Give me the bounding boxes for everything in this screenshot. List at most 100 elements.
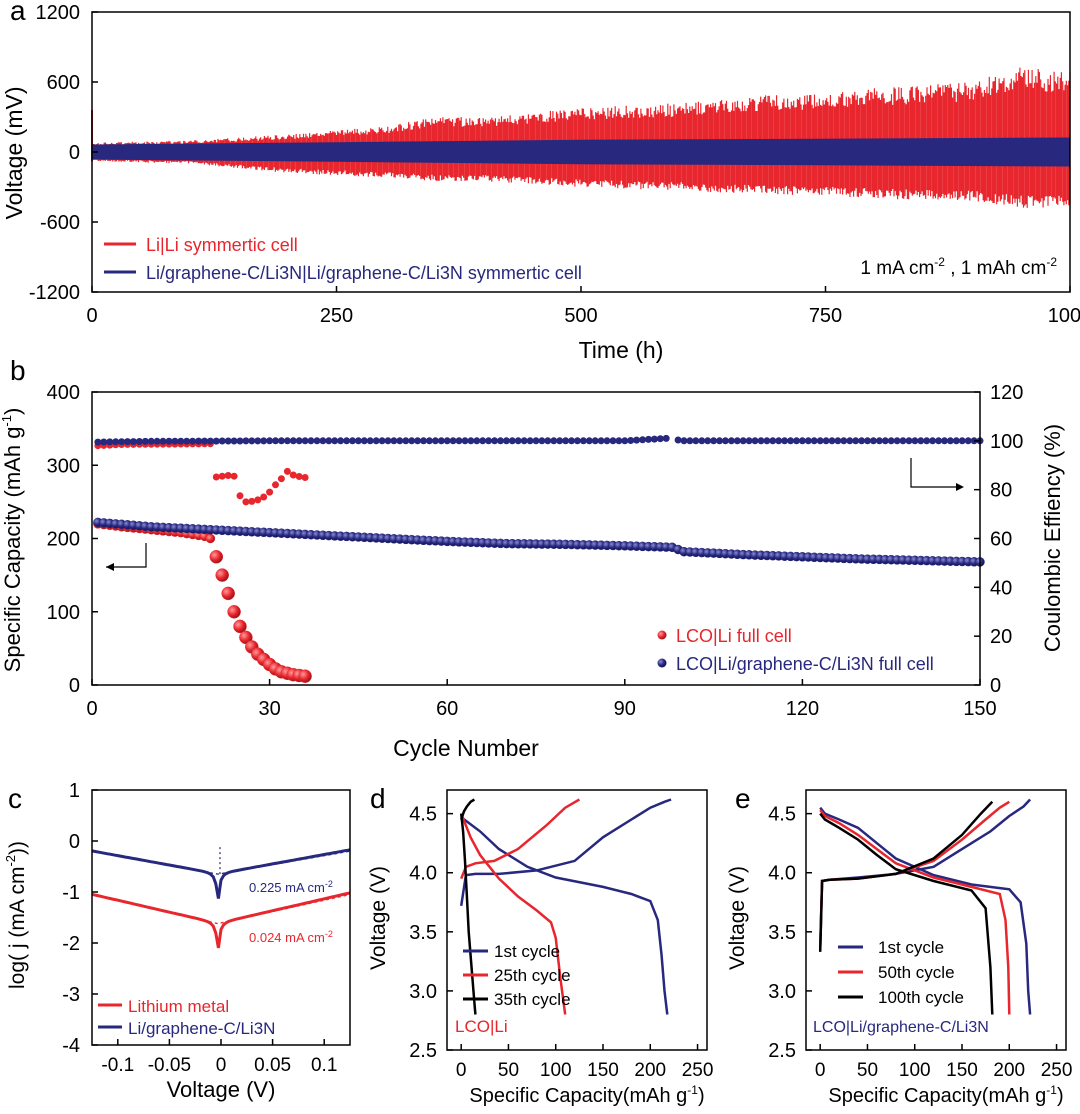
point-ce-lco-graphene [277, 437, 285, 445]
panel-a-condition-annotation: 1 mA cm-2 , 1 mAh cm-2 [860, 255, 1057, 279]
panel-c-letter: c [8, 783, 22, 814]
point-ce-lco-graphene [698, 437, 706, 445]
panel-e-xlabel-end: ) [1057, 1085, 1064, 1107]
point-ce-lco-graphene [94, 438, 102, 446]
panel-d-xtick-label: 0 [456, 1060, 467, 1081]
panel-b-y2label: Coulombic Effiency (%) [1040, 424, 1065, 652]
point-ce-lco-graphene [573, 437, 581, 445]
point-ce-lco-graphene [645, 435, 652, 443]
point-ce-lco-graphene [550, 437, 558, 445]
panel-a-xtick-label: 500 [564, 305, 597, 327]
panel-d-xlabel-sup: -1 [687, 1083, 698, 1097]
point-ce-lco-graphene [431, 437, 439, 445]
point-ce-lco-graphene [875, 437, 883, 445]
tafel-fit-lithium-metal [91, 893, 351, 925]
panel-b-ylabel: Specific Capacity (mAh g-1) [0, 408, 25, 673]
point-ce-lco-graphene [964, 437, 972, 445]
point-ce-lco-li [295, 473, 303, 480]
exchange-current-graphene-text: 0.225 mA cm [249, 880, 325, 895]
curve-discharge-first [460, 816, 669, 1015]
point-ce-lco-graphene [112, 438, 120, 446]
curve-charge-first [459, 798, 672, 906]
point-capacity-lco-li [233, 619, 247, 634]
point-ce-lco-graphene [159, 437, 167, 445]
point-ce-lco-graphene [591, 437, 599, 445]
panel-c-ylabel: log( j (mA cm-2)) [3, 841, 29, 989]
exchange-current-graphene: 0.225 mA cm-2 [249, 879, 333, 895]
panel-c: c -4 -3 -2 -1 0 1 -0.1 -0.05 0 0.05 0.1 Voltage (V) l… [3, 780, 351, 1102]
panel-d-ytick-label: 2.5 [409, 1040, 437, 1062]
point-ce-lco-graphene [425, 437, 433, 445]
point-ce-lco-graphene [834, 437, 842, 445]
point-ce-lco-graphene [242, 437, 250, 445]
point-capacity-lco-li [205, 533, 216, 544]
point-ce-lco-graphene [911, 437, 919, 445]
panel-a-ytick-label: 0 [69, 142, 80, 164]
panel-d-xtick-label: 150 [587, 1060, 619, 1081]
panel-e: e2.53.03.54.04.50 50 100 150 200 250Specific … [726, 783, 1072, 1107]
point-ce-lco-graphene [325, 437, 333, 445]
panel-a-xtick-label: 1000 [1048, 305, 1080, 327]
point-ce-lco-graphene [686, 437, 694, 445]
panel-c-xtick-label: 0 [216, 1055, 227, 1076]
point-ce-lco-graphene [301, 437, 309, 445]
point-ce-lco-graphene [828, 437, 836, 445]
point-ce-lco-graphene [816, 437, 824, 445]
panel-e-ytick-label: 3.0 [768, 981, 796, 1003]
point-ce-lco-graphene [124, 438, 131, 446]
panel-c-ytick-label: -1 [62, 882, 80, 904]
point-ce-lco-graphene [402, 437, 410, 445]
point-ce-lco-graphene [485, 437, 493, 445]
panel-c-xtick-label: 0.05 [254, 1055, 291, 1076]
panel-e-xtick-label: 100 [899, 1060, 931, 1081]
point-ce-lco-graphene [508, 437, 516, 445]
exchange-current-lithium-sup: -2 [325, 929, 333, 939]
legend-d-label: 25th cycle [494, 966, 571, 985]
point-ce-lco-graphene [201, 437, 208, 445]
panel-b-ytick-label: 100 [47, 602, 80, 624]
panel-b-ylabel-main: Specific Capacity (mAh g [0, 427, 25, 673]
panel-a-xlabel: Time (h) [579, 337, 664, 363]
panel-c-ylabel-end: )) [6, 841, 29, 855]
point-ce-lco-graphene [692, 437, 700, 445]
panel-c-ytick-label: -4 [62, 1035, 80, 1057]
point-ce-lco-graphene [455, 437, 463, 445]
point-ce-lco-graphene [858, 437, 866, 445]
panel-b-xtick-label: 90 [614, 698, 636, 720]
point-ce-lco-graphene [390, 437, 398, 445]
panel-d-xtick-label: 100 [540, 1060, 572, 1081]
point-ce-lco-li [212, 473, 220, 481]
legend-e-label: 1st cycle [878, 938, 944, 957]
point-ce-lco-graphene [769, 437, 777, 445]
point-ce-lco-graphene [147, 437, 155, 445]
point-ce-lco-graphene [905, 437, 913, 445]
point-ce-lco-graphene [544, 437, 552, 445]
point-ce-lco-graphene [751, 437, 759, 445]
point-ce-lco-li [248, 497, 256, 505]
point-ce-lco-graphene [810, 437, 818, 445]
point-ce-lco-graphene [615, 437, 623, 445]
point-ce-lco-li [272, 481, 279, 489]
point-ce-lco-graphene [627, 437, 635, 444]
point-ce-lco-graphene [929, 437, 937, 445]
point-ce-lco-graphene [680, 437, 688, 445]
point-ce-lco-graphene [704, 437, 712, 445]
point-ce-lco-graphene [189, 437, 197, 445]
point-ce-lco-graphene [153, 437, 161, 445]
panel-b-ytick-label: 0 [69, 675, 80, 697]
panel-c-xtick-label: 0.1 [311, 1055, 337, 1076]
point-ce-lco-graphene [260, 437, 268, 445]
panel-a-xtick-label: 750 [809, 305, 842, 327]
point-ce-lco-graphene [100, 438, 108, 446]
panel-d-letter: d [370, 783, 386, 814]
legend-lco-graphene-marker [657, 658, 667, 668]
panel-e-ytick-label: 2.5 [768, 1040, 796, 1062]
panel-b-ylabel-sup: -1 [0, 415, 14, 427]
panel-e-xtick-label: 0 [815, 1060, 826, 1081]
point-ce-lco-graphene [129, 438, 137, 446]
point-ce-lco-graphene [781, 437, 789, 445]
point-ce-lco-graphene [793, 437, 800, 445]
panel-a-ytick-label: -600 [40, 212, 80, 234]
panel-b-ylabel-end: ) [0, 408, 25, 415]
